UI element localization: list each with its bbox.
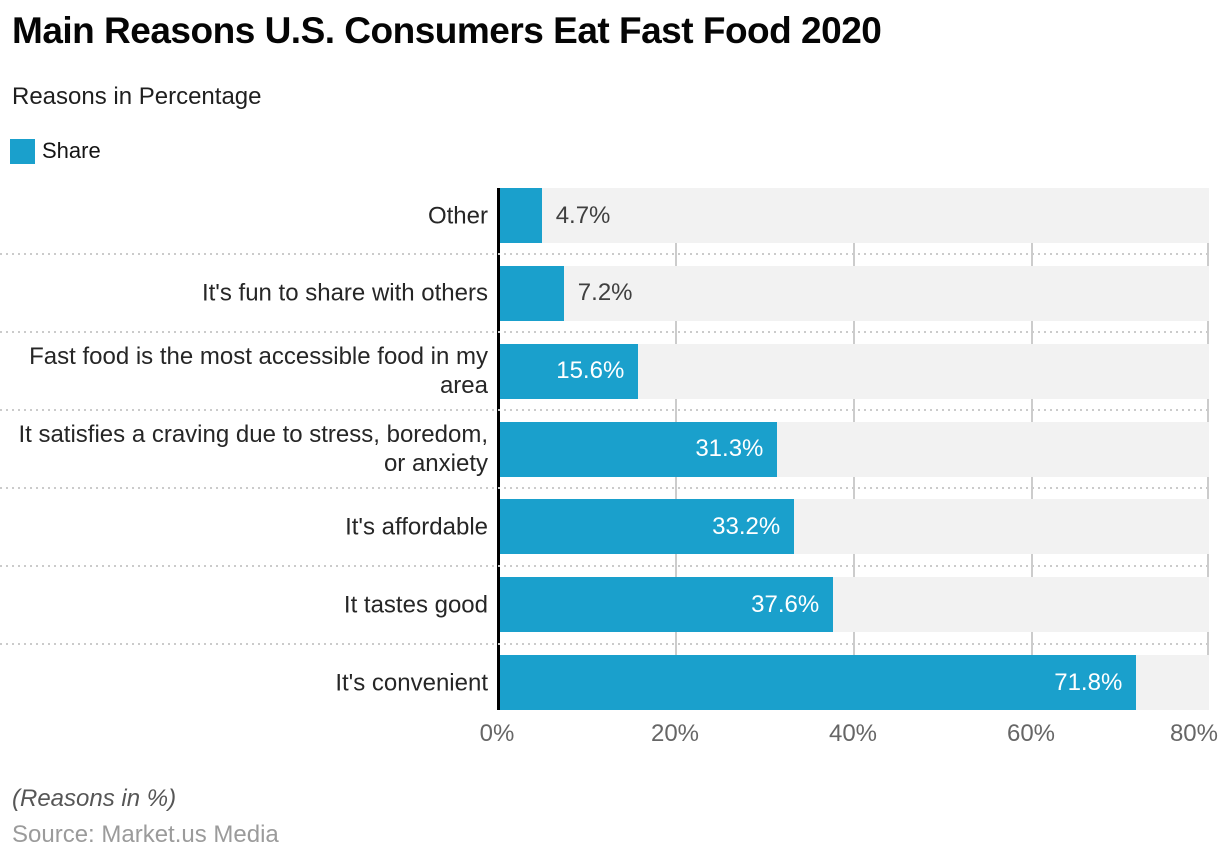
- bar-share[interactable]: 37.6%: [500, 577, 834, 633]
- bar-track: [500, 265, 1209, 321]
- source-credit: Source: Market.us Media: [12, 821, 279, 848]
- x-tick-label: 0%: [479, 720, 515, 747]
- row-separator: [0, 642, 1209, 645]
- value-label: 31.3%: [695, 435, 764, 462]
- row-separator: [0, 409, 1209, 412]
- x-tick-label: 80%: [1169, 720, 1218, 747]
- bar-track: [500, 188, 1209, 243]
- bar-row: Fast food is the most accessible food in…: [0, 343, 1220, 400]
- bar-share[interactable]: 33.2%: [500, 499, 795, 555]
- value-label: 71.8%: [1054, 668, 1123, 696]
- value-label: 33.2%: [712, 512, 781, 540]
- legend-item-share: Share: [42, 138, 101, 163]
- chart-subtitle: Reasons in Percentage: [12, 83, 262, 110]
- row-separator: [0, 486, 1209, 489]
- category-label: It's convenient: [335, 669, 488, 696]
- category-label: Other: [427, 202, 488, 229]
- row-separator: [0, 331, 1209, 334]
- value-label: 37.6%: [751, 590, 820, 618]
- bar-chart: Other 4.7% It's fun to share with others 7.…: [0, 188, 1220, 750]
- bar-row: It's affordable 33.2%: [0, 499, 1220, 555]
- bar-share[interactable]: 7.2%: [500, 265, 633, 321]
- legend-swatch-icon: [10, 138, 35, 164]
- x-tick-label: 60%: [1006, 720, 1056, 747]
- legend[interactable]: Share: [10, 138, 101, 164]
- chart-title: Main Reasons U.S. Consumers Eat Fast Foo…: [12, 10, 882, 51]
- category-label: It's fun to share with others: [201, 279, 488, 307]
- bar-share[interactable]: 71.8%: [500, 655, 1137, 710]
- row-separator: [0, 253, 1209, 256]
- footnote: (Reasons in %): [12, 785, 177, 812]
- bar-share[interactable]: 15.6%: [500, 343, 639, 399]
- bar-row: It's fun to share with others 7.2%: [0, 265, 1220, 321]
- category-label: It satisfies a craving due to stress, bo…: [18, 421, 488, 477]
- bar-row: It tastes good 37.6%: [0, 577, 1220, 633]
- bar-share[interactable]: 31.3%: [500, 421, 778, 477]
- x-tick-label: 40%: [828, 720, 878, 747]
- bar-row: It satisfies a craving due to stress, bo…: [0, 421, 1220, 477]
- category-label: It tastes good: [343, 591, 488, 619]
- category-label: Fast food is the most accessible food in…: [29, 343, 488, 400]
- bar-row: Other 4.7%: [0, 188, 1220, 243]
- y-axis-line: [497, 188, 500, 710]
- value-label: 4.7%: [555, 201, 611, 229]
- bar-row: It's convenient 71.8%: [0, 655, 1220, 710]
- value-label: 15.6%: [556, 357, 625, 385]
- category-label: It's affordable: [345, 513, 488, 541]
- x-tick-label: 20%: [650, 720, 700, 747]
- row-separator: [0, 564, 1209, 567]
- bar-share[interactable]: 4.7%: [500, 188, 610, 243]
- x-axis-ticks: 0% 20% 40% 60% 80%: [0, 720, 1220, 750]
- value-label: 7.2%: [577, 279, 633, 307]
